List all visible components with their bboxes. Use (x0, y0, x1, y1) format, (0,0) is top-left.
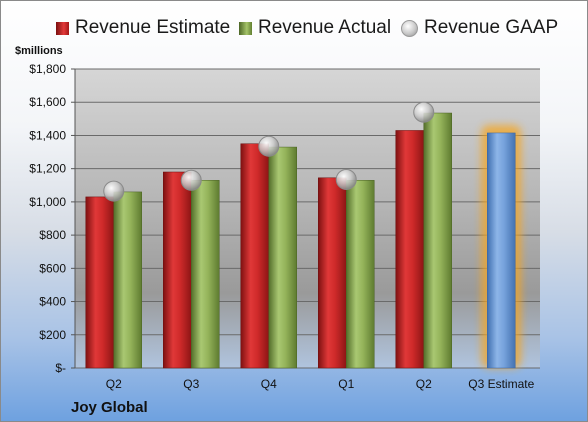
y-tick-label: $1,600 (29, 95, 66, 109)
x-tick-label: Q1 (338, 377, 354, 391)
marker-gaap (335, 168, 357, 190)
bar-actual (191, 180, 220, 369)
x-tick-label: Q3 Estimate (468, 377, 534, 391)
bar-estimate (163, 171, 192, 369)
bar-estimate (85, 196, 114, 369)
x-tick-label: Q2 (416, 377, 432, 391)
company-name: Joy Global (71, 399, 148, 416)
legend-item-actual: Revenue Actual (239, 17, 391, 39)
legend-marker-gaap (401, 19, 418, 37)
x-tick-label: Q2 (106, 377, 122, 391)
legend-label-gaap: Revenue GAAP (424, 17, 559, 38)
y-tick-label: $800 (39, 228, 66, 242)
y-tick-label: $1,000 (29, 195, 66, 209)
legend-item-gaap: Revenue GAAP (401, 17, 558, 39)
legend-swatch-estimate (56, 21, 69, 35)
y-tick-label: $600 (39, 261, 66, 275)
y-tick-label: $1,800 (29, 62, 66, 76)
bar-forecast (487, 132, 516, 369)
y-tick-label: $400 (39, 295, 66, 309)
bar-actual (346, 180, 375, 369)
y-tick-label: $1,400 (29, 128, 66, 142)
x-tick-label: Q4 (261, 377, 277, 391)
y-unit-label: $millions (15, 45, 63, 57)
y-tick-label: $1,200 (29, 162, 66, 176)
y-tick-label: $200 (39, 328, 66, 342)
bar-estimate (240, 143, 269, 369)
bar-estimate (318, 177, 347, 369)
x-tick-label: Q3 (183, 377, 199, 391)
legend-swatch-actual (239, 21, 252, 35)
bar-actual (268, 146, 297, 369)
marker-gaap (258, 135, 280, 157)
marker-gaap (103, 180, 125, 202)
y-tick-label: $- (55, 361, 66, 375)
plot-area (75, 69, 540, 368)
legend: Revenue Estimate Revenue Actual Revenue … (1, 17, 587, 43)
bar-actual (113, 191, 142, 369)
legend-label-actual: Revenue Actual (258, 17, 392, 38)
bar-actual (423, 112, 452, 369)
legend-item-estimate: Revenue Estimate (56, 17, 230, 39)
legend-label-estimate: Revenue Estimate (75, 17, 231, 38)
marker-gaap (180, 169, 202, 191)
marker-gaap (413, 101, 435, 123)
bar-estimate (395, 130, 424, 369)
